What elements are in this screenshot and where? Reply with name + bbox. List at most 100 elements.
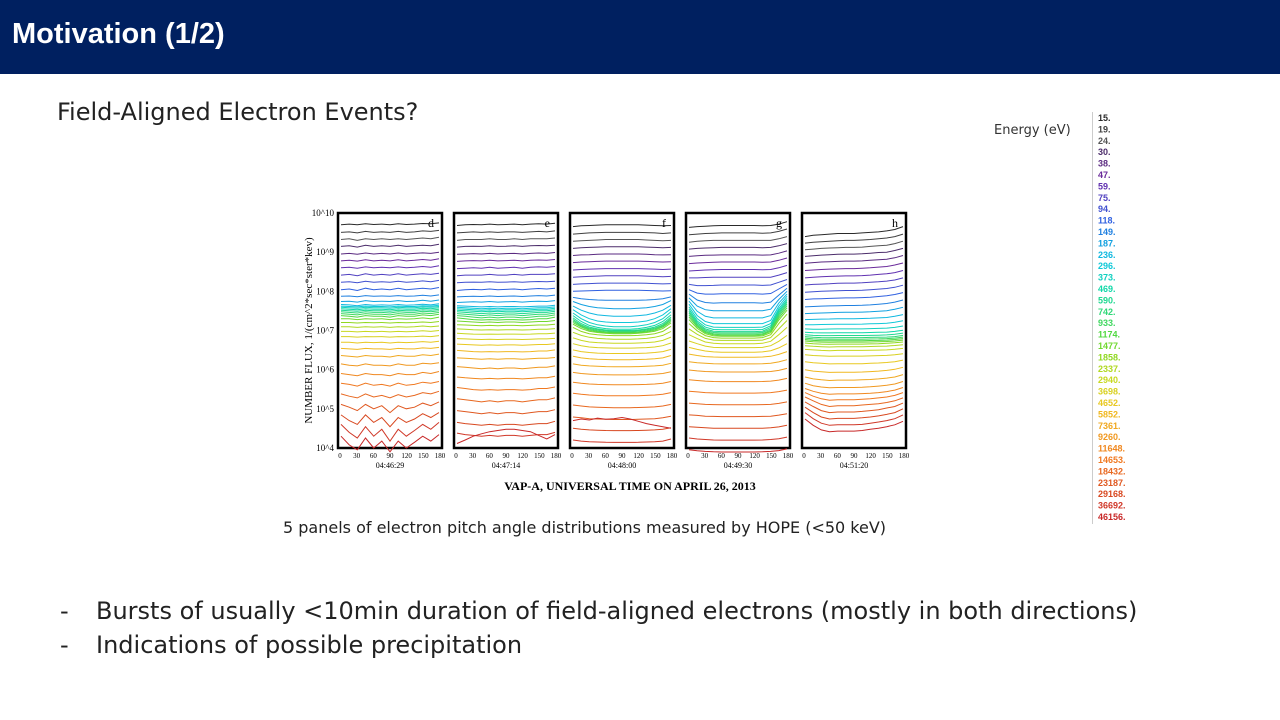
series-line (341, 335, 440, 338)
series-line (804, 406, 904, 420)
energy-legend-divider (1092, 112, 1093, 524)
series-line (340, 434, 440, 453)
series-line (572, 427, 672, 432)
series-line (456, 310, 556, 315)
series-line (341, 330, 440, 333)
panel-frame (452, 211, 560, 450)
series-line (340, 251, 440, 255)
legend-entry: 15. (1098, 113, 1111, 123)
x-tick-label: 150 (650, 452, 661, 460)
legend-entry: 1477. (1098, 341, 1121, 351)
series-line (688, 389, 788, 394)
series-line (572, 314, 672, 330)
series-line (340, 307, 440, 311)
series-line (572, 316, 672, 331)
series-line (340, 229, 440, 234)
series-line (456, 357, 556, 360)
panel-time: 04:48:00 (608, 461, 636, 470)
x-tick-label: 150 (882, 452, 893, 460)
series-line (688, 320, 788, 341)
series-line (572, 348, 672, 354)
series-line (804, 284, 904, 293)
series-line (340, 306, 440, 309)
legend-entry: 296. (1098, 261, 1116, 271)
legend-entry: 1174. (1098, 330, 1120, 340)
bullet-item: Indications of possible precipitation (60, 628, 1137, 662)
series-line (572, 321, 672, 334)
series-line (804, 341, 904, 345)
x-tick-label: 60 (834, 452, 842, 460)
series-line (688, 436, 788, 441)
series-line (340, 272, 440, 277)
x-tick-label: 120 (865, 452, 876, 460)
series-line (456, 332, 556, 335)
series-line (572, 311, 672, 328)
series-line (456, 314, 556, 319)
x-tick-label: 0 (802, 452, 806, 460)
series-line (456, 266, 556, 270)
energy-legend-title: Energy (eV) (994, 123, 1071, 138)
series-line (572, 318, 672, 332)
legend-entry: 4652. (1098, 398, 1121, 408)
x-axis-label: VAP-A, UNIVERSAL TIME ON APRIL 26, 2013 (504, 479, 756, 493)
series-line (804, 240, 904, 251)
series-line (688, 309, 788, 337)
series-line (456, 273, 556, 277)
series-line (804, 338, 904, 342)
series-line (456, 365, 556, 370)
legend-entry: 18432. (1098, 466, 1126, 476)
series-line (456, 222, 556, 226)
x-tick-label: 30 (701, 452, 709, 460)
series-line (688, 264, 788, 272)
energy-legend: 15.19. 24.30. 38.47.59. 75.94. 118.149.187. 2… (1098, 113, 1126, 522)
series-line (340, 362, 440, 367)
series-line (572, 381, 672, 386)
y-tick-label: 10^7 (316, 326, 334, 336)
series-line (456, 304, 556, 308)
series-line (804, 336, 904, 340)
series-line (456, 312, 556, 317)
panel-label: g (776, 216, 782, 230)
series-line (688, 293, 788, 319)
legend-entry: 14653. (1098, 455, 1126, 465)
series-line (456, 230, 556, 234)
series-line (804, 255, 904, 264)
slide-subtitle: Field-Aligned Electron Events? (57, 98, 419, 126)
x-tick-label: 180 (899, 452, 910, 460)
series-line (688, 413, 788, 418)
x-tick-label: 120 (749, 452, 760, 460)
x-tick-label: 120 (633, 452, 644, 460)
series-line (456, 428, 556, 444)
series-line (456, 397, 556, 403)
panel-h: h 0 30 60 90 120 150 180 04:51:20 (800, 211, 910, 470)
series-line (804, 292, 904, 300)
series-line (572, 231, 672, 235)
legend-entry: 742. (1098, 307, 1116, 317)
series-line (572, 371, 672, 376)
series-line (341, 316, 440, 321)
series-line (804, 247, 904, 257)
series-line (340, 304, 440, 308)
series-line (572, 224, 672, 228)
series-line (456, 375, 556, 380)
series-line (456, 306, 556, 310)
series-line (804, 387, 904, 395)
series-line (340, 381, 440, 387)
x-tick-label: 90 (619, 452, 627, 460)
y-tick-label: 10^10 (312, 208, 335, 218)
series-line (688, 295, 788, 325)
series-line (804, 270, 904, 279)
series-line (340, 371, 440, 377)
x-tick-label: 120 (517, 452, 528, 460)
x-tick-label: 0 (338, 452, 342, 460)
x-tick-label: 60 (718, 452, 726, 460)
series-line (688, 307, 788, 336)
series-line (804, 353, 904, 357)
series-line (456, 386, 556, 391)
series-line (804, 396, 904, 408)
series-line (804, 299, 904, 308)
panel-label: d (428, 216, 434, 230)
series-line (688, 367, 788, 373)
y-tick-label: 10^6 (316, 365, 334, 375)
series-line (456, 316, 556, 321)
